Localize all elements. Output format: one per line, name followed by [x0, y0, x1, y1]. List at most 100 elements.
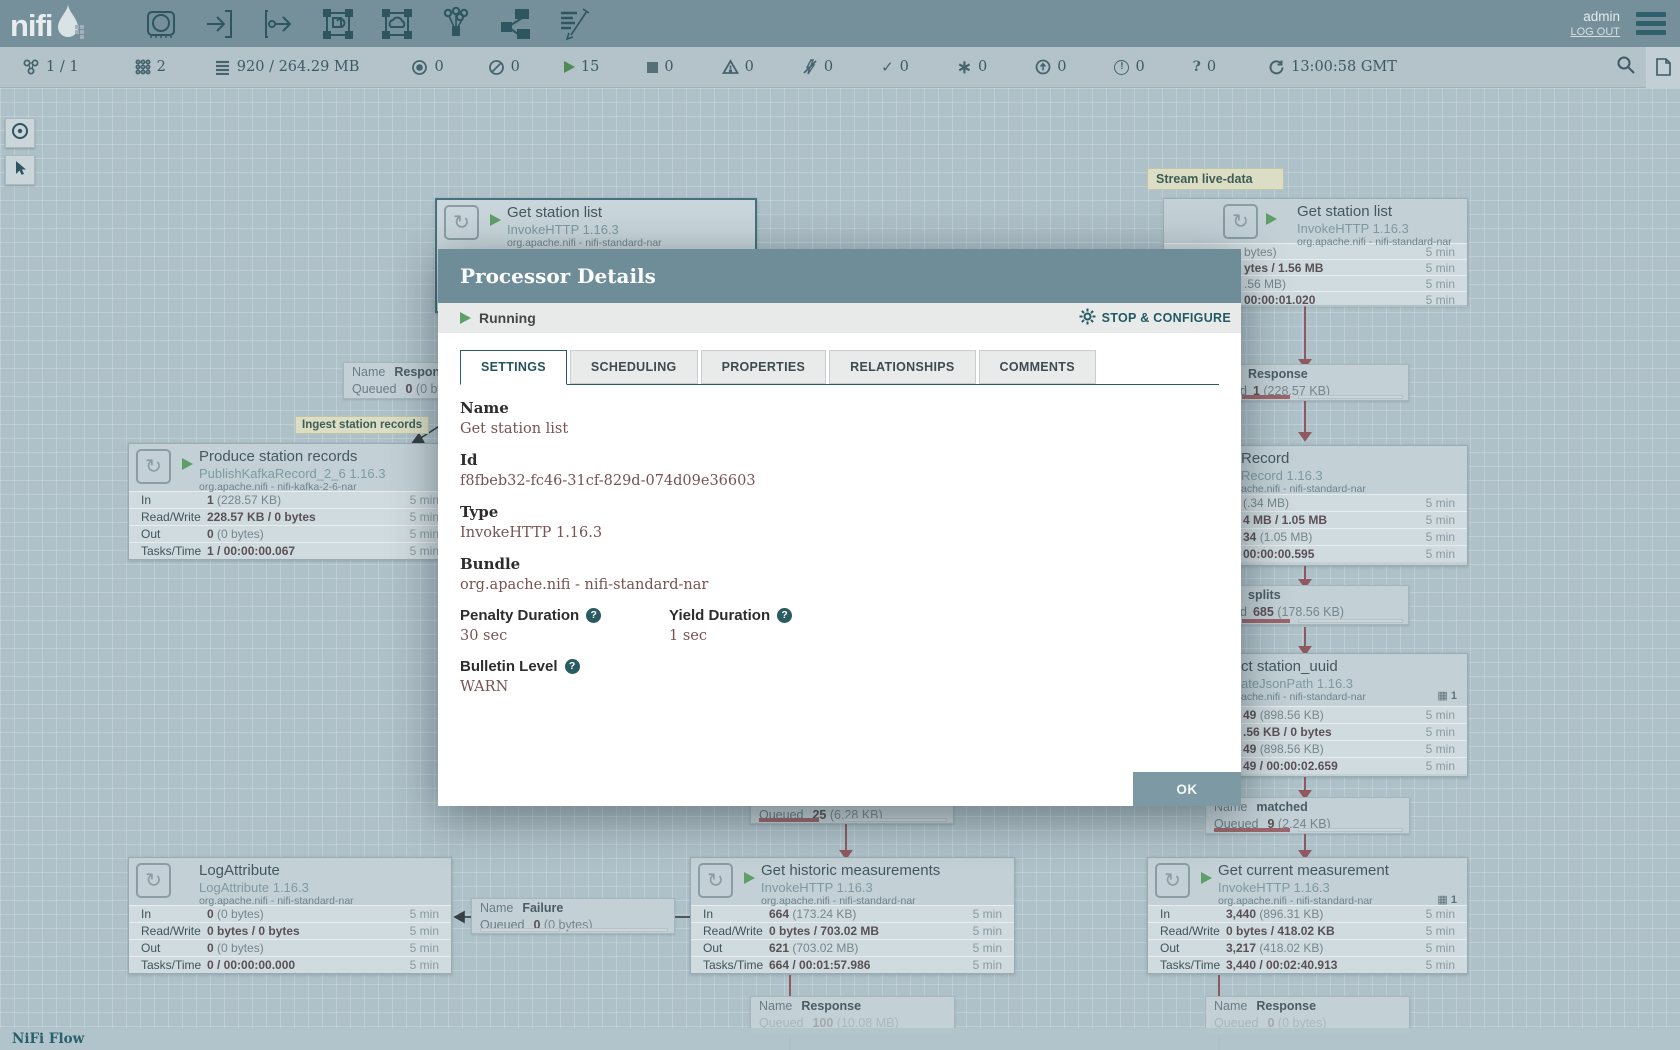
- stat-row: In 3,440 (896.31 KB) 5 min: [1148, 905, 1467, 922]
- logout-link[interactable]: LOG OUT: [1570, 26, 1620, 38]
- not-transmitting-count: 0: [488, 59, 520, 76]
- global-menu-icon[interactable]: [1636, 8, 1666, 39]
- stat-row: Out 3,217 (418.02 KB) 5 min: [1148, 939, 1467, 956]
- queued-stats: 920 / 264.29 MB: [214, 59, 359, 75]
- processor-name: Get historic measurements: [761, 862, 941, 879]
- running-status-icon: [490, 214, 501, 226]
- funnel-icon[interactable]: [437, 5, 475, 43]
- last-refresh[interactable]: 13:00:58 GMT: [1268, 59, 1397, 76]
- processor-type: InvokeHTTP 1.16.3: [761, 880, 873, 895]
- backpressure-size-bar: [568, 928, 668, 932]
- account-block: admin LOG OUT: [1570, 9, 1620, 38]
- sync-failure-count: ? 0: [1192, 59, 1217, 75]
- processor-logattribute[interactable]: ↻ LogAttribute LogAttribute 1.16.3 org.a…: [128, 857, 452, 974]
- search-icon[interactable]: [1616, 55, 1636, 80]
- tab-settings[interactable]: SETTINGS: [460, 350, 567, 385]
- canvas-label-stream-live-data[interactable]: Stream live-data: [1147, 168, 1284, 190]
- breadcrumb[interactable]: NiFi Flow: [12, 1031, 85, 1047]
- help-icon[interactable]: ?: [777, 608, 793, 623]
- threads-icon: [135, 59, 151, 75]
- processor-name: Get station list: [1297, 203, 1393, 220]
- tab-scheduling[interactable]: SCHEDULING: [569, 350, 698, 384]
- running-status-icon: [1266, 213, 1277, 225]
- bulletin-board-icon[interactable]: [1646, 46, 1680, 88]
- birdseye-icon: [11, 122, 29, 145]
- backpressure-size-bar: [1298, 828, 1403, 832]
- processor-bundle: org.apache.nifi - nifi-standard-nar: [761, 895, 916, 907]
- process-group-icon[interactable]: [319, 5, 357, 43]
- locally-modified-icon: ∗: [956, 56, 972, 77]
- navigate-palette-button[interactable]: [5, 118, 35, 148]
- connection-failure[interactable]: Name Failure Queued 0 (0 bytes): [471, 898, 675, 934]
- backpressure-count-bar: [480, 928, 560, 932]
- dialog-body: SETTINGS SCHEDULING PROPERTIES RELATIONS…: [438, 333, 1241, 695]
- field-penalty-duration: Penalty Duration? 30 sec: [460, 607, 669, 644]
- template-icon[interactable]: [496, 5, 534, 43]
- current-user: admin: [1583, 9, 1620, 24]
- tab-properties[interactable]: PROPERTIES: [700, 350, 827, 384]
- stop-and-configure-button[interactable]: STOP & CONFIGURE: [1079, 308, 1231, 328]
- processor-type: LogAttribute 1.16.3: [199, 880, 309, 895]
- input-port-icon[interactable]: [201, 5, 239, 43]
- dialog-status-row: Running STOP & CONFIGURE: [438, 303, 1241, 333]
- label-icon[interactable]: [555, 5, 593, 43]
- up-to-date-icon: ✓: [881, 59, 894, 76]
- run-status: Running: [460, 310, 536, 326]
- locally-modified-count: ∗ 0: [956, 56, 988, 77]
- backpressure-count-bar: [1214, 828, 1290, 832]
- remote-process-group-icon[interactable]: [378, 5, 416, 43]
- canvas-label-ingest-station-records[interactable]: Ingest station records: [295, 416, 429, 434]
- stat-row: Out 0 (0 bytes) 5 min: [129, 525, 451, 542]
- nifi-logo-text: nifi: [10, 8, 53, 43]
- backpressure-count-bar: [759, 818, 819, 822]
- field-bulletin-value: WARN: [460, 679, 509, 695]
- processor-get-current-measurement[interactable]: ↻ Get current measurement InvokeHTTP 1.1…: [1147, 857, 1468, 974]
- active-threads: 2: [135, 59, 166, 75]
- operate-palette-button[interactable]: [5, 155, 35, 185]
- processor-type: PublishKafkaRecord_2_6 1.16.3: [199, 466, 386, 481]
- processor-type-icon: ↻: [444, 205, 479, 240]
- processor-type: ateJsonPath 1.16.3: [1241, 676, 1354, 691]
- processor-get-historic-measurements[interactable]: ↻ Get historic measurements InvokeHTTP 1…: [690, 857, 1015, 974]
- backpressure-size-bar: [1298, 619, 1403, 623]
- tab-comments[interactable]: COMMENTS: [978, 350, 1096, 384]
- output-port-icon[interactable]: [260, 5, 298, 43]
- nifi-logo: nifi: [10, 1, 128, 46]
- backpressure-count-bar: [1242, 619, 1290, 623]
- connection-matched[interactable]: Name matched Queued 9 (2.24 KB): [1205, 797, 1410, 834]
- stat-row: Tasks/Time 0 / 00:00:00.000 5 min: [129, 956, 451, 973]
- processor-bundle: ache.nifi - nifi-standard-nar: [1241, 483, 1366, 495]
- stat-row: In 1 (228.57 KB) 5 min: [129, 491, 451, 508]
- backpressure-count-bar: [1242, 395, 1290, 399]
- header-right: admin LOG OUT: [1570, 8, 1666, 39]
- processor-bundle: ache.nifi - nifi-standard-nar: [1241, 691, 1366, 703]
- field-name-value: Get station list: [460, 421, 569, 437]
- disabled-icon: [802, 59, 818, 75]
- locally-modified-stale-count: ! 0: [1114, 59, 1145, 75]
- stat-row: Tasks/Time 3,440 / 00:02:40.913 5 min: [1148, 956, 1467, 973]
- dialog-header[interactable]: Processor Details: [438, 249, 1241, 303]
- processor-produce-station-records[interactable]: ↻ Produce station records PublishKafkaRe…: [128, 443, 452, 560]
- tab-relationships[interactable]: RELATIONSHIPS: [829, 350, 976, 384]
- stat-row: Read/Write 228.57 KB / 0 bytes 5 min: [129, 508, 451, 525]
- disabled-count: 0: [802, 59, 833, 75]
- help-icon[interactable]: ?: [586, 608, 602, 623]
- processor-name: LogAttribute: [199, 862, 280, 879]
- gear-icon: [1079, 308, 1096, 328]
- stat-row: Read/Write 0 bytes / 703.02 MB 5 min: [691, 922, 1014, 939]
- processor-type-icon: ↻: [1223, 204, 1258, 239]
- ok-button[interactable]: OK: [1133, 772, 1241, 806]
- field-type: Type InvokeHTTP 1.16.3: [460, 503, 1219, 541]
- stat-row: In 0 (0 bytes) 5 min: [129, 905, 451, 922]
- dialog-title: Processor Details: [460, 264, 656, 288]
- field-yield-duration: Yield Duration? 1 sec: [669, 607, 793, 644]
- counter-badge: ▦ 1: [1437, 894, 1457, 906]
- field-id: Id f8fbeb32-fc46-31cf-829d-074d09e36603: [460, 451, 1219, 489]
- help-icon[interactable]: ?: [564, 659, 580, 674]
- processor-type-icon: ↻: [136, 449, 171, 484]
- field-bulletin-level: Bulletin Level? WARN: [460, 658, 1219, 695]
- field-name: Name Get station list: [460, 399, 1219, 437]
- running-count: 15: [563, 59, 599, 75]
- processor-icon[interactable]: [142, 5, 180, 43]
- refresh-icon[interactable]: [1268, 59, 1285, 76]
